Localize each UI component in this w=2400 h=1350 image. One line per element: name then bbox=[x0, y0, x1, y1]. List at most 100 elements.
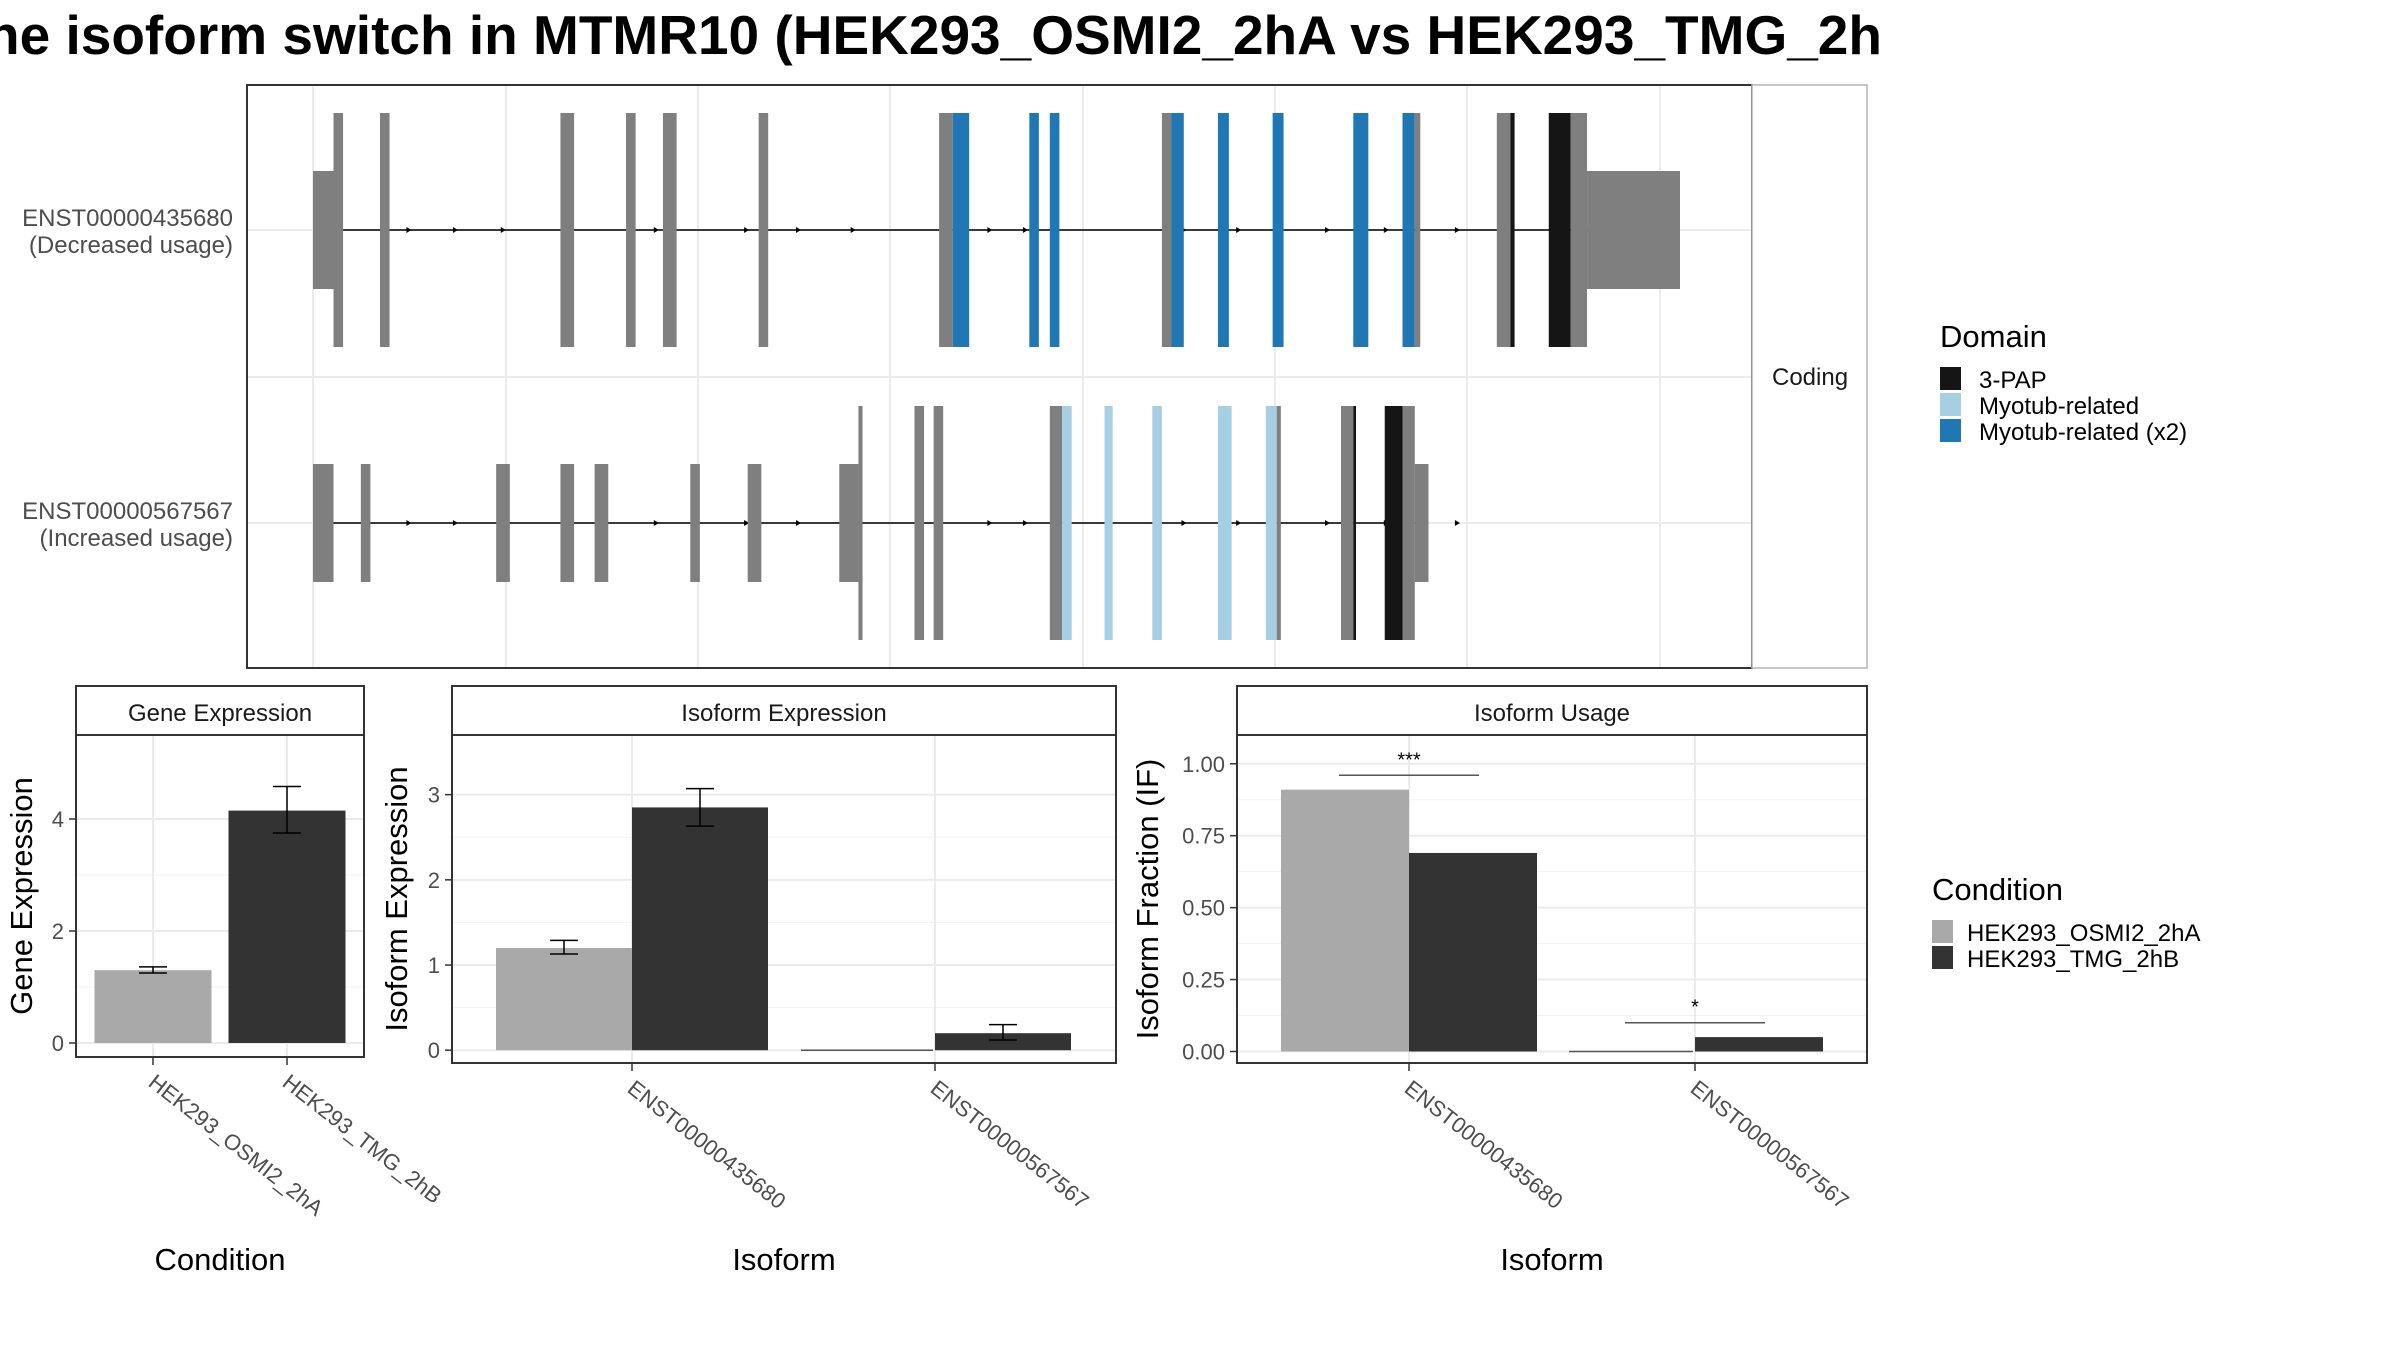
facet-strip bbox=[451, 685, 1117, 736]
exon bbox=[496, 464, 510, 582]
domain-exon bbox=[1265, 406, 1277, 640]
bar bbox=[496, 947, 632, 1051]
intron-direction-arrow bbox=[850, 227, 856, 233]
exon bbox=[1340, 406, 1354, 640]
bar bbox=[1409, 852, 1537, 1052]
isoform-expression-chart: Isoform Expression 0 1 2 3 ENST00000435680 ENS… bbox=[379, 685, 1117, 1277]
y-tick-label: 0.25 bbox=[1182, 968, 1225, 993]
strip-box bbox=[1751, 84, 1868, 669]
exon bbox=[933, 406, 944, 640]
x-axis-label: Isoform bbox=[1500, 1242, 1603, 1277]
facet-strip bbox=[1236, 685, 1868, 736]
domain-legend: Domain 3-PAP Myotub-related Myotub-relat… bbox=[1940, 319, 2187, 446]
condition-legend-label-osmi: HEK293_OSMI2_2hA bbox=[1967, 920, 2200, 947]
exon bbox=[1570, 113, 1588, 347]
exon bbox=[1161, 113, 1172, 347]
y-tick-label: 3 bbox=[428, 783, 440, 808]
intron-direction-arrow bbox=[500, 227, 506, 233]
exon bbox=[594, 464, 609, 582]
chart-title: Gene Expression bbox=[128, 700, 312, 727]
exon bbox=[939, 113, 953, 347]
intron-direction-arrow bbox=[1454, 227, 1460, 233]
isoform-usage-chart: ****Isoform Usage0.000.250.500.751.00ENS… bbox=[1130, 685, 1868, 1277]
intron-direction-arrow bbox=[653, 520, 659, 526]
transcript-label: ENST00000567567 bbox=[22, 498, 233, 525]
y-tick-label: 0 bbox=[428, 1038, 440, 1063]
domain-legend-key-myotub bbox=[1940, 393, 1961, 416]
intron-direction-arrow bbox=[406, 520, 412, 526]
exon bbox=[1276, 406, 1281, 640]
condition-legend-title: Condition bbox=[1932, 872, 2063, 907]
x-axis-label: Condition bbox=[155, 1242, 286, 1277]
intron-direction-arrow bbox=[1181, 520, 1187, 526]
exon bbox=[858, 406, 863, 640]
intron-direction-arrow bbox=[1454, 520, 1460, 526]
condition-legend-label-tmg: HEK293_TMG_2hB bbox=[1967, 946, 2179, 973]
intron-direction-arrow bbox=[452, 227, 458, 233]
domain-legend-title: Domain bbox=[1940, 319, 2047, 354]
y-tick-label: 0.75 bbox=[1182, 824, 1225, 849]
domain-exon bbox=[1171, 113, 1184, 347]
y-tick-label: 1 bbox=[428, 953, 440, 978]
y-tick-label: 1.00 bbox=[1182, 752, 1225, 777]
x-tick-label: ENST00000567567 bbox=[926, 1075, 1094, 1214]
transcript-structure-panel: ENST00000435680(Decreased usage) ENST0000… bbox=[22, 84, 1868, 669]
strip-label-coding: Coding bbox=[1772, 364, 1848, 391]
exon bbox=[914, 406, 925, 640]
y-axis-label: Isoform Expression bbox=[379, 766, 414, 1031]
domain-exon bbox=[1402, 113, 1415, 347]
intron-direction-arrow bbox=[653, 227, 659, 233]
bar bbox=[935, 1033, 1071, 1051]
transcript-usage-label: (Decreased usage) bbox=[29, 232, 233, 259]
domain-exon bbox=[1217, 113, 1229, 347]
intron-direction-arrow bbox=[1022, 227, 1028, 233]
y-tick-label: 2 bbox=[52, 919, 64, 944]
y-tick-label: 0 bbox=[52, 1031, 64, 1056]
x-tick-label: ENST00000567567 bbox=[1686, 1075, 1854, 1214]
intron-direction-arrow bbox=[1383, 227, 1389, 233]
intron-direction-arrow bbox=[796, 227, 802, 233]
exon bbox=[626, 113, 636, 347]
domain-exon bbox=[1510, 113, 1515, 347]
domain-exon bbox=[1353, 113, 1369, 347]
domain-exon bbox=[1152, 406, 1162, 640]
domain-exon bbox=[1062, 406, 1072, 640]
exon bbox=[662, 113, 677, 347]
exon bbox=[1587, 171, 1680, 289]
intron-direction-arrow bbox=[744, 520, 750, 526]
domain-exon bbox=[1384, 406, 1403, 640]
x-axis-label: Isoform bbox=[732, 1242, 835, 1277]
domain-exon bbox=[1029, 113, 1039, 347]
domain-legend-label-myotub-x2: Myotub-related (x2) bbox=[1979, 419, 2187, 446]
domain-exon bbox=[1353, 406, 1357, 640]
intron-direction-arrow bbox=[1236, 227, 1242, 233]
domain-exon bbox=[1548, 113, 1571, 347]
intron-direction-arrow bbox=[1325, 227, 1331, 233]
intron-direction-arrow bbox=[1236, 520, 1242, 526]
exon bbox=[379, 113, 390, 347]
exon bbox=[360, 464, 371, 582]
exon bbox=[758, 113, 769, 347]
domain-exon bbox=[1217, 406, 1232, 640]
chart-title: Isoform Usage bbox=[1474, 700, 1630, 727]
exon bbox=[333, 113, 344, 347]
intron-direction-arrow bbox=[1022, 520, 1028, 526]
figure-title: ne isoform switch in MTMR10 (HEK293_OSMI… bbox=[0, 4, 1882, 66]
bar bbox=[1281, 789, 1409, 1052]
x-tick-label: ENST00000435680 bbox=[623, 1075, 791, 1214]
y-tick-label: 4 bbox=[52, 807, 64, 832]
bar bbox=[228, 810, 346, 1043]
intron-direction-arrow bbox=[406, 227, 412, 233]
exon bbox=[839, 464, 859, 582]
y-axis-label: Gene Expression bbox=[4, 777, 39, 1015]
domain-exon bbox=[1049, 113, 1060, 347]
y-axis-label: Isoform Fraction (IF) bbox=[1130, 759, 1165, 1040]
domain-exon bbox=[1104, 406, 1113, 640]
exon bbox=[1414, 464, 1429, 582]
domain-legend-label-3pap: 3-PAP bbox=[1979, 367, 2047, 394]
intron-direction-arrow bbox=[987, 520, 993, 526]
facet-strip bbox=[75, 685, 365, 736]
exon bbox=[313, 464, 334, 582]
y-tick-label: 0.00 bbox=[1182, 1039, 1225, 1064]
